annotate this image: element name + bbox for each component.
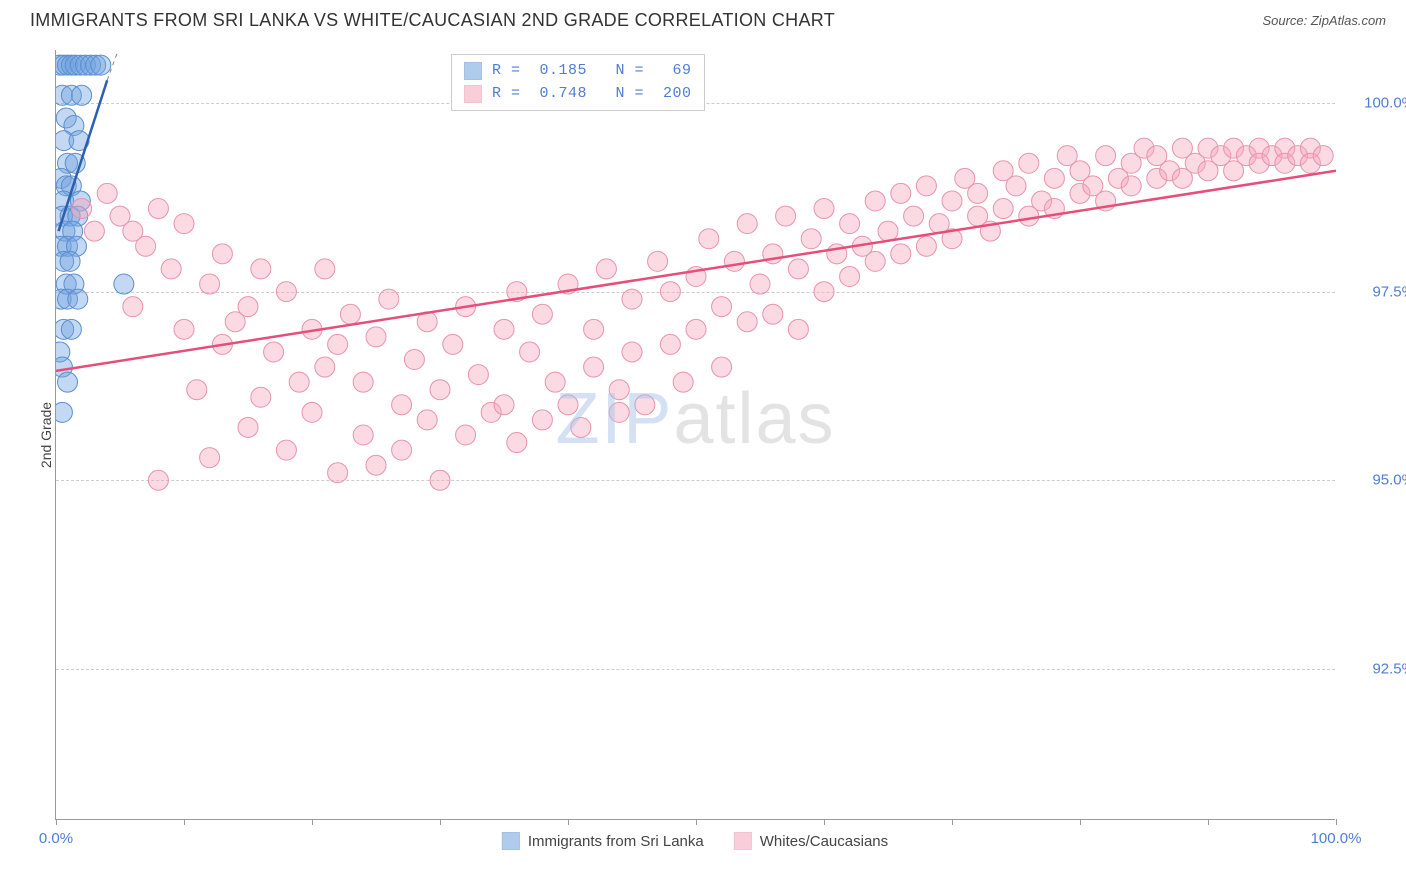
regression-line bbox=[56, 171, 1336, 371]
y-tick-label: 100.0% bbox=[1345, 94, 1406, 111]
legend-stat-text: R = 0.748 N = 200 bbox=[492, 83, 692, 106]
source-label: Source: ZipAtlas.com bbox=[1262, 13, 1386, 28]
legend-stat-row: R = 0.748 N = 200 bbox=[464, 83, 692, 106]
legend-series-label: Whites/Caucasians bbox=[760, 833, 888, 850]
x-tick-label: 100.0% bbox=[1311, 830, 1362, 847]
regression-line bbox=[59, 80, 108, 231]
regression-line-extension bbox=[107, 50, 209, 80]
legend-swatch bbox=[734, 832, 752, 850]
y-tick-label: 92.5% bbox=[1345, 661, 1406, 678]
legend-stats: R = 0.185 N = 69R = 0.748 N = 200 bbox=[451, 54, 705, 111]
x-tick-label: 0.0% bbox=[39, 830, 73, 847]
legend-series-label: Immigrants from Sri Lanka bbox=[528, 833, 704, 850]
legend-bottom: Immigrants from Sri Lanka Whites/Caucasia… bbox=[502, 832, 888, 850]
chart-title: IMMIGRANTS FROM SRI LANKA VS WHITE/CAUCA… bbox=[30, 10, 835, 31]
legend-swatch bbox=[464, 62, 482, 80]
legend-bottom-item: Whites/Caucasians bbox=[734, 832, 888, 850]
legend-stat-row: R = 0.185 N = 69 bbox=[464, 60, 692, 83]
legend-swatch bbox=[464, 85, 482, 103]
plot-container: ZIPatlas R = 0.185 N = 69R = 0.748 N = 2… bbox=[55, 50, 1335, 820]
y-tick-label: 97.5% bbox=[1345, 283, 1406, 300]
plot-area: ZIPatlas R = 0.185 N = 69R = 0.748 N = 2… bbox=[55, 50, 1335, 820]
header: IMMIGRANTS FROM SRI LANKA VS WHITE/CAUCA… bbox=[0, 0, 1406, 39]
y-axis-title: 2nd Grade bbox=[38, 402, 54, 468]
legend-bottom-item: Immigrants from Sri Lanka bbox=[502, 832, 704, 850]
legend-swatch bbox=[502, 832, 520, 850]
legend-stat-text: R = 0.185 N = 69 bbox=[492, 60, 692, 83]
x-tick bbox=[1336, 819, 1337, 825]
y-tick-label: 95.0% bbox=[1345, 472, 1406, 489]
regression-lines-layer bbox=[56, 50, 1336, 820]
